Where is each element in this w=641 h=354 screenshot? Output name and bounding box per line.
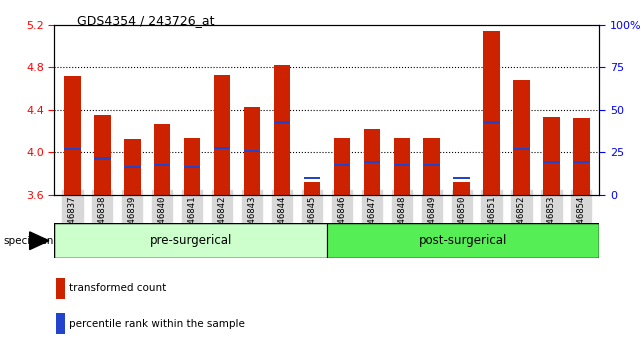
Bar [54,223,327,258]
Bar [363,161,380,163]
Bar [424,164,440,166]
Bar [154,124,171,195]
Bar [124,166,140,168]
Bar [573,118,590,195]
Bar [543,117,560,195]
Text: percentile rank within the sample: percentile rank within the sample [69,319,244,329]
Bar [214,75,230,195]
Bar [274,121,290,124]
Bar [244,107,260,195]
Text: specimen: specimen [3,236,54,246]
Bar [363,129,380,195]
Bar [513,80,529,195]
Bar [334,164,350,166]
Bar [394,164,410,166]
Bar [304,177,320,179]
Bar [334,138,350,195]
Bar [274,65,290,195]
Bar [184,166,201,168]
Bar [327,223,599,258]
Bar [56,313,65,334]
Bar [56,278,65,299]
Bar [483,31,500,195]
Bar [244,150,260,152]
Polygon shape [29,232,49,250]
Bar [94,158,111,160]
Bar [483,121,500,124]
Text: post-surgerical: post-surgerical [419,234,507,247]
Text: GDS4354 / 243726_at: GDS4354 / 243726_at [77,14,215,27]
Bar [573,161,590,163]
Bar [453,177,470,179]
Bar [64,76,81,195]
Bar [424,138,440,195]
Text: pre-surgerical: pre-surgerical [149,234,232,247]
Bar [64,148,81,150]
Bar [543,161,560,163]
Bar [394,138,410,195]
Text: transformed count: transformed count [69,283,166,293]
Bar [513,148,529,150]
Bar [304,182,320,195]
Bar [154,164,171,166]
Bar [124,139,140,195]
Bar [184,138,201,195]
Bar [94,115,111,195]
Bar [453,182,470,195]
Bar [214,147,230,149]
